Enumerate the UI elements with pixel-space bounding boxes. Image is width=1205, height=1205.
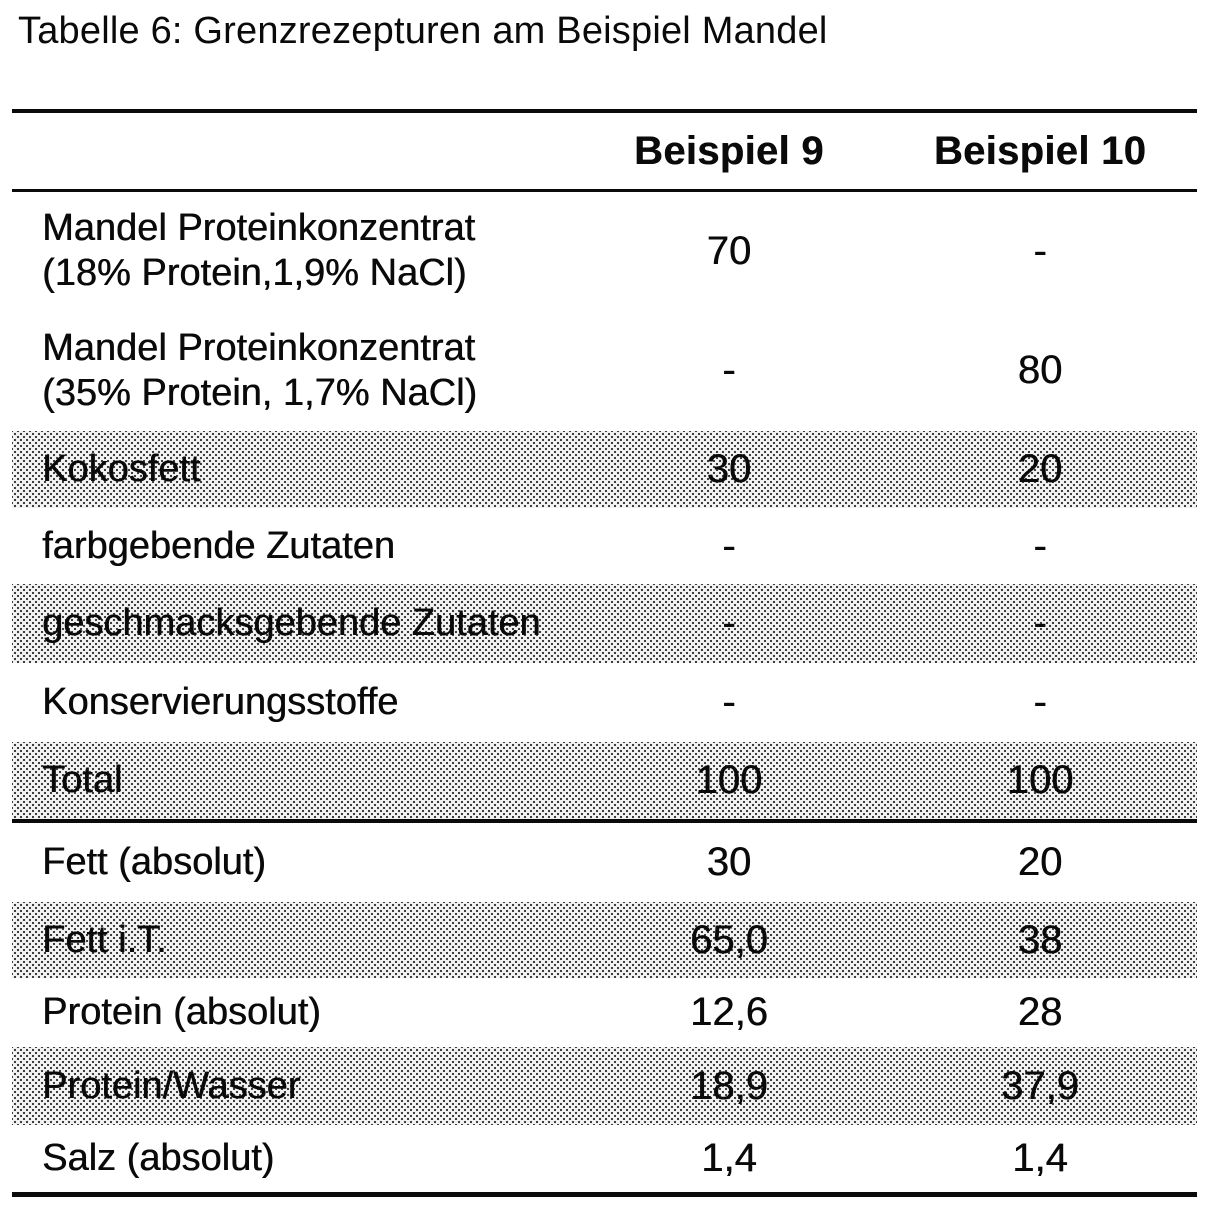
table-row-protein-absolut: Protein (absolut) 12,6 28 <box>12 978 1197 1047</box>
row-label: geschmacksgebende Zutaten <box>42 602 541 644</box>
table-row-fett-absolut: Fett (absolut) 30 20 <box>12 823 1197 902</box>
row-label: farbgebende Zutaten <box>42 524 395 567</box>
cell-beispiel-9: - <box>722 523 736 568</box>
cell-beispiel-9: 1,4 <box>701 1136 757 1180</box>
cell-beispiel-10: 28 <box>1017 990 1063 1034</box>
table-bottom-rule <box>12 1192 1197 1197</box>
cell-beispiel-9: 100 <box>695 758 763 802</box>
cell-beispiel-10: 20 <box>1017 840 1063 884</box>
row-label: Protein/Wasser <box>42 1064 301 1107</box>
cell-beispiel-10: 80 <box>1017 348 1063 392</box>
row-label: Konservierungsstoffe <box>42 681 399 723</box>
cell-beispiel-9: - <box>722 601 736 645</box>
cell-beispiel-10: 100 <box>1006 758 1074 802</box>
cell-beispiel-10: - <box>1033 228 1047 273</box>
row-label: Mandel Proteinkonzentrat <box>42 207 476 249</box>
total-rule <box>12 819 1197 823</box>
column-header-beispiel-10: Beispiel 10 <box>933 128 1147 173</box>
table-row-protein-wasser: Protein/Wasser 18,9 37,9 <box>12 1047 1197 1125</box>
table-caption: Tabelle 6: Grenzrezepturen am Beispiel M… <box>18 10 828 52</box>
cell-beispiel-10: 20 <box>1017 447 1063 491</box>
row-label-line2: (18% Protein,1,9% NaCl) <box>42 252 467 294</box>
table-row-konservierungsstoffe: Konservierungsstoffe - - <box>12 663 1197 742</box>
table-row-fett-it: Fett i.T. 65,0 38 <box>12 902 1197 978</box>
cell-beispiel-10: 38 <box>1017 917 1063 962</box>
cell-beispiel-9: 30 <box>706 840 752 884</box>
cell-beispiel-9: 65,0 <box>689 917 768 962</box>
table-row-total: Total 100 100 <box>12 742 1197 819</box>
row-label: Protein (absolut) <box>42 991 321 1033</box>
row-label: Salz (absolut) <box>42 1137 275 1179</box>
row-label: Fett i.T. <box>42 918 167 961</box>
table-row-farbgebende-zutaten: farbgebende Zutaten - - <box>12 508 1197 584</box>
cell-beispiel-9: 30 <box>706 447 752 491</box>
table-top-rule <box>12 109 1197 113</box>
cell-beispiel-10: - <box>1033 680 1047 724</box>
header-rule <box>12 189 1197 192</box>
cell-beispiel-9: - <box>722 348 736 392</box>
row-label: Kokosfett <box>42 448 201 490</box>
cell-beispiel-10: - <box>1033 523 1047 568</box>
table-row-kokosfett: Kokosfett 30 20 <box>12 431 1197 508</box>
table-row-geschmacksgebende-zutaten: geschmacksgebende Zutaten - - <box>12 584 1197 663</box>
row-label: Mandel Proteinkonzentrat <box>42 326 476 369</box>
cell-beispiel-9: - <box>722 680 736 724</box>
column-header-beispiel-9: Beispiel 9 <box>634 128 824 173</box>
table-row-mandel-18: Mandel Proteinkonzentrat (18% Protein,1,… <box>12 192 1197 310</box>
row-label: Total <box>42 759 123 801</box>
cell-beispiel-10: 1,4 <box>1012 1136 1068 1180</box>
cell-beispiel-10: 37,9 <box>1001 1063 1079 1108</box>
table-row-salz-absolut: Salz (absolut) 1,4 1,4 <box>12 1125 1197 1192</box>
table-row-mandel-35: Mandel Proteinkonzentrat (35% Protein, 1… <box>12 310 1197 431</box>
recipe-table: Beispiel 9 Beispiel 10 Mandel Proteinkon… <box>12 109 1197 1197</box>
row-label-line2: (35% Protein, 1,7% NaCl) <box>42 371 478 414</box>
table-header-row: Beispiel 9 Beispiel 10 <box>12 113 1197 189</box>
row-label: Fett (absolut) <box>42 841 266 883</box>
cell-beispiel-9: 12,6 <box>689 990 768 1034</box>
cell-beispiel-9: 70 <box>706 228 752 273</box>
cell-beispiel-9: 18,9 <box>689 1063 768 1108</box>
cell-beispiel-10: - <box>1033 601 1047 645</box>
